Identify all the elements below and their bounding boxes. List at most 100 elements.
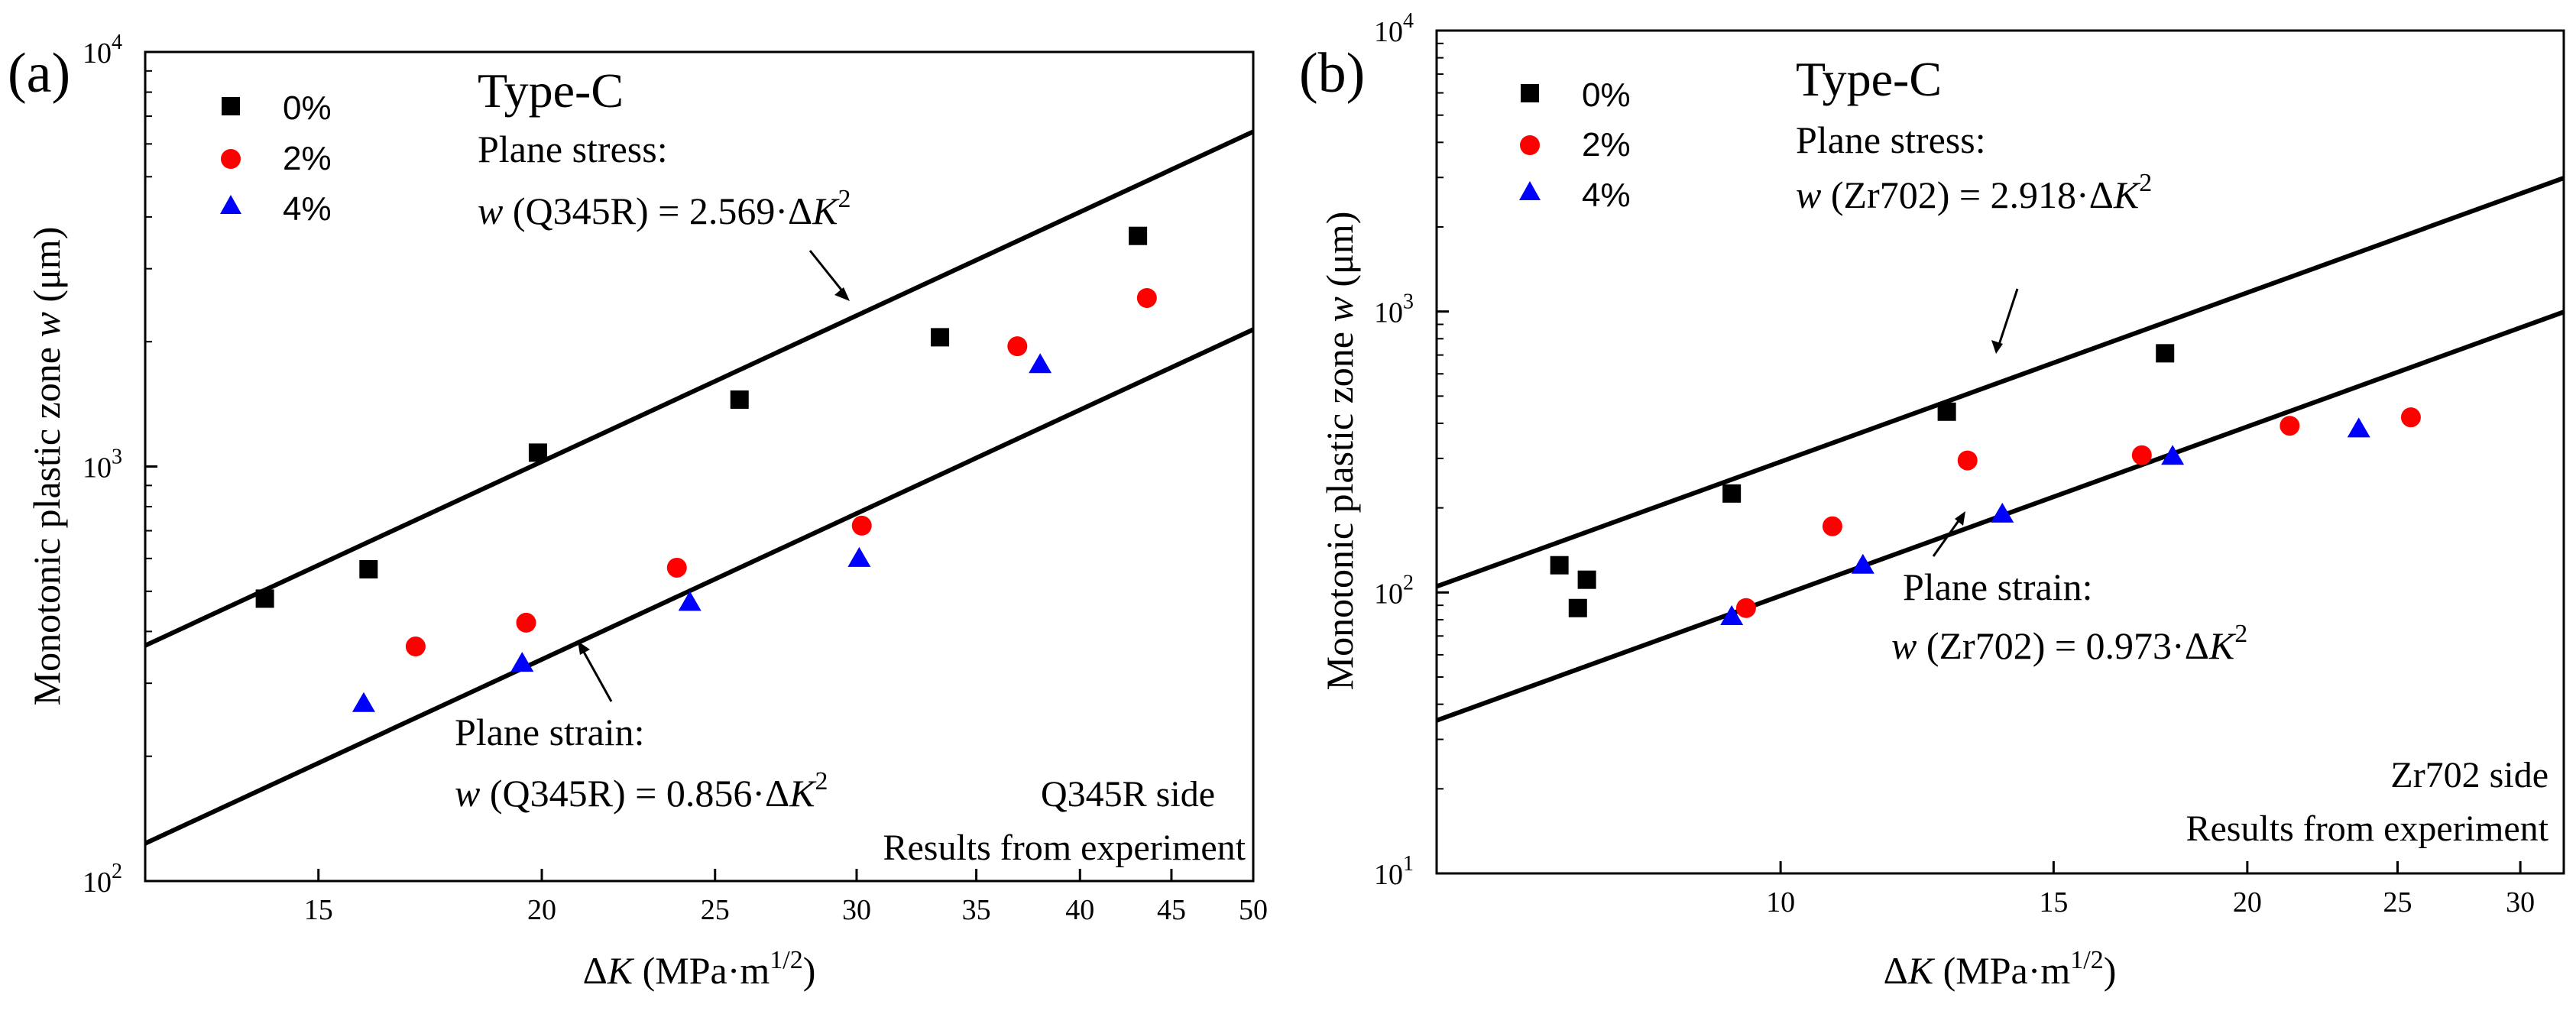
point-0pct bbox=[1937, 402, 1956, 421]
point-4pct bbox=[847, 546, 871, 567]
panel-label: (a) bbox=[8, 42, 70, 105]
x-tick-label: 10 bbox=[1766, 886, 1795, 918]
eq-var: w bbox=[478, 190, 503, 232]
point-2pct bbox=[666, 557, 687, 578]
point-2pct bbox=[1136, 287, 1157, 308]
x-tick-label: 40 bbox=[1065, 894, 1094, 926]
plane-strain-equation: w (Zr702) = 0.973·ΔK2 bbox=[1891, 620, 2247, 667]
plane-strain-arrow bbox=[578, 641, 613, 702]
point-0pct bbox=[255, 589, 274, 608]
x-label-unit: (MPa·m bbox=[1933, 949, 2070, 992]
x-tick-label: 30 bbox=[842, 894, 871, 926]
point-4pct bbox=[678, 591, 702, 611]
eq-var: w bbox=[1891, 624, 1917, 667]
y-tick-base: 10 bbox=[1374, 859, 1403, 891]
point-4pct bbox=[1851, 553, 1874, 574]
point-0pct bbox=[1568, 598, 1587, 617]
x-tick-label: 15 bbox=[2039, 886, 2068, 918]
point-4pct bbox=[352, 692, 375, 712]
y-tick-base: 10 bbox=[83, 867, 112, 899]
point-0pct bbox=[1722, 484, 1742, 503]
legend-label-0: 0% bbox=[1582, 76, 1631, 114]
y-tick-exp: 4 bbox=[1403, 9, 1414, 33]
legend-label-1: 2% bbox=[283, 140, 332, 177]
svg-text:Monotonic plastic zone w (μm): Monotonic plastic zone w (μm) bbox=[25, 227, 68, 706]
plane-stress-heading: Plane stress: bbox=[1796, 118, 1986, 161]
legend-marker-2 bbox=[220, 195, 241, 214]
plane-strain-arrow bbox=[1932, 511, 1965, 557]
plane-strain-equation: w (Q345R) = 0.856·ΔK2 bbox=[455, 767, 828, 815]
eq-body: (Q345R) = 2.569·Δ bbox=[503, 190, 812, 232]
x-axis-label: ΔK (MPa·m1/2) bbox=[583, 946, 816, 992]
y-label-prefix: Monotonic plastic zone bbox=[1318, 322, 1361, 691]
eq-sup: 2 bbox=[838, 185, 851, 213]
y-tick-label: 101 bbox=[1374, 852, 1414, 891]
y-label-unit: (μm) bbox=[1318, 212, 1361, 297]
chart-title: Type-C bbox=[478, 63, 624, 118]
plot-frame bbox=[1435, 29, 2565, 875]
source-label: Results from experiment bbox=[883, 828, 1246, 868]
legend-marker-2 bbox=[1519, 181, 1541, 200]
plane-strain-heading: Plane strain: bbox=[1903, 565, 2093, 608]
legend-marker-0 bbox=[222, 97, 240, 115]
data-points bbox=[1550, 344, 2421, 626]
data-points bbox=[255, 226, 1157, 712]
legend-marker-1 bbox=[1520, 135, 1540, 155]
point-0pct bbox=[1577, 570, 1596, 589]
plane-stress-line bbox=[1435, 176, 2565, 589]
legend: 0% 2% 4% bbox=[220, 89, 332, 228]
eq-sup: 2 bbox=[815, 767, 828, 795]
x-label-var: K bbox=[607, 949, 635, 992]
x-tick-label: 15 bbox=[304, 894, 333, 926]
y-axis-label: Monotonic plastic zone w (μm) bbox=[25, 227, 68, 706]
chart-title: Type-C bbox=[1796, 52, 1942, 106]
y-tick-exp: 2 bbox=[1403, 571, 1414, 594]
plane-stress-equation: w (Zr702) = 2.918·ΔK2 bbox=[1796, 169, 2152, 216]
y-tick-base: 10 bbox=[1374, 578, 1403, 610]
point-2pct bbox=[1007, 336, 1028, 357]
point-0pct bbox=[2156, 344, 2175, 363]
plane-strain-heading: Plane strain: bbox=[455, 711, 645, 753]
plane-stress-line bbox=[144, 129, 1255, 648]
eq-var: w bbox=[1796, 173, 1821, 216]
legend-marker-1 bbox=[221, 149, 241, 169]
point-2pct bbox=[1735, 598, 1756, 618]
point-4pct bbox=[1991, 502, 2014, 523]
y-tick-label: 102 bbox=[1374, 571, 1414, 610]
y-tick-base: 10 bbox=[83, 37, 112, 70]
legend-marker-0 bbox=[1521, 84, 1539, 102]
y-label-var: w bbox=[25, 312, 68, 337]
point-2pct bbox=[2400, 407, 2421, 428]
point-0pct bbox=[528, 443, 547, 462]
y-axis-label: Monotonic plastic zone w (μm) bbox=[1318, 212, 1361, 691]
y-tick-exp: 3 bbox=[112, 445, 122, 469]
legend: 0% 2% 4% bbox=[1519, 76, 1631, 214]
point-4pct bbox=[510, 652, 534, 672]
x-tick-label: 25 bbox=[2383, 886, 2412, 918]
y-tick-base: 10 bbox=[83, 452, 112, 484]
y-tick-label: 104 bbox=[1374, 9, 1414, 48]
eq-var: w bbox=[455, 772, 480, 815]
eq-sup: 2 bbox=[2139, 169, 2152, 197]
point-0pct bbox=[1550, 556, 1569, 575]
source-label: Results from experiment bbox=[2186, 808, 2548, 849]
x-label-sup: 1/2 bbox=[2070, 946, 2103, 974]
point-0pct bbox=[931, 328, 950, 347]
eq-k: K bbox=[2208, 624, 2237, 667]
y-tick-exp: 2 bbox=[112, 860, 122, 883]
plane-stress-arrow bbox=[1991, 288, 2019, 354]
point-2pct bbox=[516, 612, 536, 633]
plane-stress-heading: Plane stress: bbox=[478, 128, 668, 170]
point-4pct bbox=[2347, 417, 2370, 438]
y-tick-label: 102 bbox=[83, 860, 122, 899]
svg-text:Monotonic plastic zone w (μm): Monotonic plastic zone w (μm) bbox=[1318, 212, 1361, 691]
legend-label-2: 4% bbox=[283, 190, 332, 228]
x-axis-label: ΔK (MPa·m1/2) bbox=[1884, 946, 2117, 992]
side-label: Q345R side bbox=[1041, 774, 1215, 815]
point-0pct bbox=[359, 560, 378, 579]
